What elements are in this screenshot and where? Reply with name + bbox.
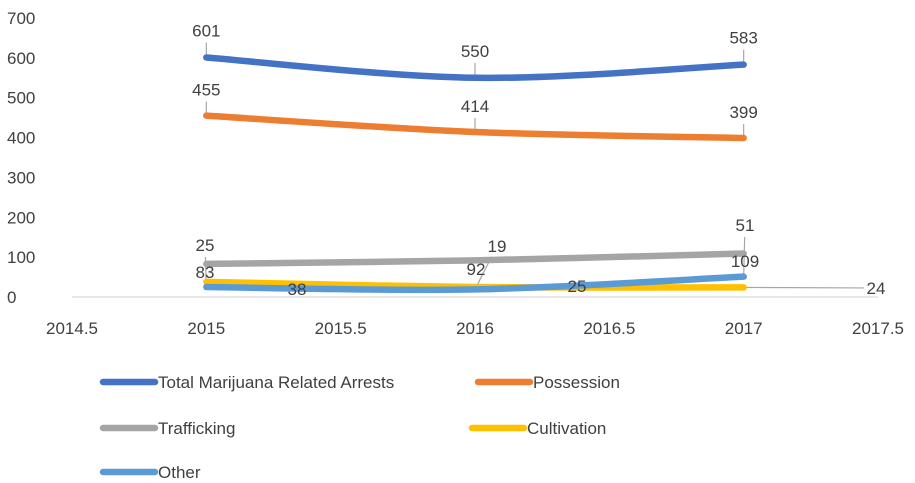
- y-tick-label: 500: [7, 89, 35, 108]
- legend-label-trafficking: Trafficking: [158, 419, 235, 438]
- series-line-total-arrests: [203, 54, 747, 82]
- series-line-trafficking: [203, 250, 747, 268]
- data-label-trafficking: 109: [731, 252, 759, 271]
- data-label-possession: 414: [461, 97, 489, 116]
- x-tick-label: 2015: [187, 319, 225, 338]
- data-label-other: 25: [196, 236, 215, 255]
- leader-line: [743, 236, 746, 277]
- y-tick-label: 200: [7, 208, 35, 227]
- data-labels: 601 550 583 455 414 399 83 92 109 38 25 24 25 19 51: [192, 21, 885, 299]
- data-label-trafficking: 92: [467, 260, 486, 279]
- y-tick-label: 600: [7, 49, 35, 68]
- y-tick-label: 400: [7, 129, 35, 148]
- x-tick-label: 2015.5: [315, 319, 367, 338]
- data-label-cultivation: 25: [568, 277, 587, 296]
- y-tick-label: 100: [7, 248, 35, 267]
- data-label-possession: 399: [729, 103, 757, 122]
- data-label-total-arrests: 550: [461, 42, 489, 61]
- data-label-cultivation: 38: [288, 280, 307, 299]
- leader-line: [743, 286, 865, 289]
- legend-label-cultivation: Cultivation: [527, 419, 606, 438]
- y-tick-label: 0: [7, 288, 16, 307]
- data-label-other: 51: [736, 216, 755, 235]
- x-tick-label: 2017: [725, 319, 763, 338]
- data-label-other: 19: [488, 237, 507, 256]
- series-line-possession: [203, 112, 747, 142]
- x-axis-ticks: 2014.5 2015 2015.5 2016 2016.5 2017 2017.5: [46, 319, 904, 338]
- legend-label-other: Other: [158, 463, 201, 482]
- series-line-other: [203, 273, 747, 294]
- legend: Total Marijuana Related Arrests Possessio…: [99, 373, 620, 482]
- legend-label-possession: Possession: [533, 373, 620, 392]
- data-label-total-arrests: 583: [729, 29, 757, 48]
- x-tick-label: 2016.5: [583, 319, 635, 338]
- x-tick-label: 2016: [456, 319, 494, 338]
- x-tick-label: 2017.5: [852, 319, 904, 338]
- data-label-total-arrests: 601: [192, 21, 220, 40]
- legend-label-total-arrests: Total Marijuana Related Arrests: [158, 373, 394, 392]
- y-axis-ticks: 700 600 500 400 300 200 100 0: [7, 9, 35, 307]
- y-tick-label: 700: [7, 9, 35, 28]
- data-label-cultivation: 24: [867, 279, 886, 298]
- y-tick-label: 300: [7, 168, 35, 187]
- data-label-possession: 455: [192, 81, 220, 100]
- data-label-trafficking: 83: [196, 263, 215, 282]
- x-tick-label: 2014.5: [46, 319, 98, 338]
- series-lines: [203, 54, 747, 294]
